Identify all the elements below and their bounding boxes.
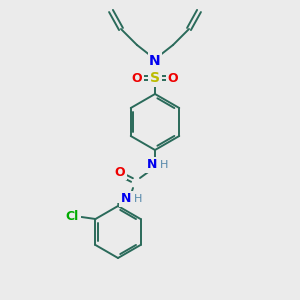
Text: N: N: [149, 54, 161, 68]
Text: O: O: [168, 71, 178, 85]
Text: N: N: [147, 158, 157, 172]
Text: H: H: [160, 160, 168, 170]
Text: N: N: [121, 193, 131, 206]
Text: O: O: [115, 166, 125, 178]
Text: H: H: [134, 194, 142, 204]
Text: Cl: Cl: [66, 211, 79, 224]
Text: S: S: [150, 71, 160, 85]
Text: O: O: [132, 71, 142, 85]
